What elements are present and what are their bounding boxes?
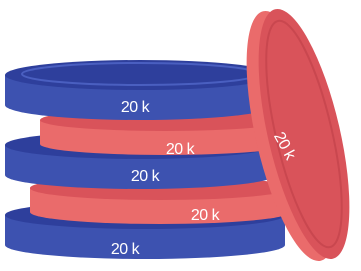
- plate-label: 20 k: [166, 141, 196, 158]
- page: 20 k 20 k 20 k 20 k 20 k 20 k (() => { c…: [0, 0, 361, 271]
- plate-label: 20 k: [191, 207, 221, 224]
- plate-label: 20 k: [111, 241, 141, 258]
- plates-illustration: 20 k 20 k 20 k 20 k 20 k 20 k: [0, 0, 361, 271]
- plate: 20 k: [5, 60, 275, 120]
- plate-label: 20 k: [131, 168, 161, 185]
- plate-label: 20 k: [121, 99, 151, 116]
